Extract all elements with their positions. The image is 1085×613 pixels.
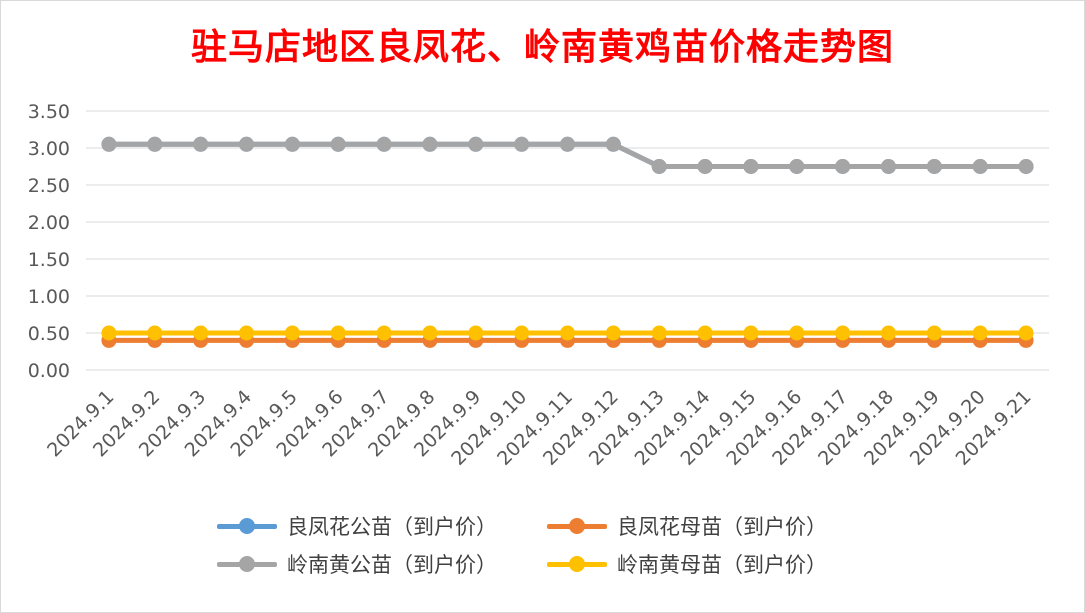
data-point	[468, 136, 484, 152]
data-point	[284, 136, 300, 152]
data-point	[651, 159, 667, 174]
data-point	[743, 159, 759, 174]
data-point	[881, 325, 896, 341]
legend-label: 良凤花母苗（到户价）	[617, 515, 827, 539]
chart-title: 驻马店地区良凤花、岭南黄鸡苗价格走势图	[190, 26, 894, 68]
data-point	[330, 136, 346, 152]
y-tick-label: 0.50	[28, 323, 70, 345]
data-point	[330, 325, 346, 341]
data-point	[972, 325, 988, 341]
y-tick-label: 0.00	[28, 360, 70, 382]
legend-line-marker-icon	[215, 554, 279, 574]
data-point	[743, 325, 759, 341]
data-point	[422, 136, 438, 152]
data-point	[651, 325, 667, 341]
data-point	[147, 136, 163, 152]
y-tick-label: 3.50	[28, 101, 70, 123]
legend-label: 良凤花公苗（到户价）	[287, 515, 497, 539]
legend-line-marker-icon	[545, 516, 609, 536]
data-point	[101, 325, 117, 341]
data-point	[835, 325, 851, 341]
legend-line-marker-icon	[545, 554, 609, 574]
data-point	[789, 159, 805, 174]
data-point	[972, 159, 988, 174]
y-tick-label: 2.50	[28, 175, 70, 197]
data-point	[560, 136, 575, 152]
data-point	[881, 159, 896, 174]
data-point	[422, 325, 438, 341]
data-point	[468, 325, 484, 341]
data-point	[284, 325, 300, 341]
data-point	[376, 325, 392, 341]
data-point	[789, 325, 805, 341]
y-tick-label: 1.00	[28, 286, 70, 308]
data-point	[514, 136, 530, 152]
data-point	[835, 159, 851, 174]
data-point	[193, 325, 209, 341]
chart-legend: 良凤花公苗（到户价） 良凤花母苗（到户价） 岭南黄公苗（到户价） 岭南黄母苗（到…	[215, 512, 895, 578]
y-tick-label: 3.00	[28, 138, 70, 160]
data-point	[376, 136, 392, 152]
data-point	[926, 325, 942, 341]
legend-line-marker-icon	[215, 516, 279, 536]
legend-item-lnh-female[interactable]: 岭南黄母苗（到户价）	[545, 550, 875, 578]
data-point	[605, 136, 621, 152]
data-point	[147, 325, 163, 341]
data-point	[514, 325, 530, 341]
legend-item-lfh-male[interactable]: 良凤花公苗（到户价）	[215, 512, 545, 540]
legend-label: 岭南黄母苗（到户价）	[617, 553, 827, 577]
data-point	[239, 136, 254, 152]
data-point	[697, 159, 713, 174]
y-tick-label: 2.00	[28, 212, 70, 234]
legend-item-lfh-female[interactable]: 良凤花母苗（到户价）	[545, 512, 875, 540]
data-point	[1018, 325, 1034, 341]
legend-label: 岭南黄公苗（到户价）	[287, 553, 497, 577]
data-point	[560, 325, 575, 341]
y-tick-label: 1.50	[28, 249, 70, 271]
data-point	[605, 325, 621, 341]
data-point	[101, 136, 117, 152]
data-point	[1018, 159, 1034, 174]
legend-item-lnh-male[interactable]: 岭南黄公苗（到户价）	[215, 550, 545, 578]
data-point	[697, 325, 713, 341]
data-point	[193, 136, 209, 152]
data-point	[926, 159, 942, 174]
data-point	[239, 325, 254, 341]
